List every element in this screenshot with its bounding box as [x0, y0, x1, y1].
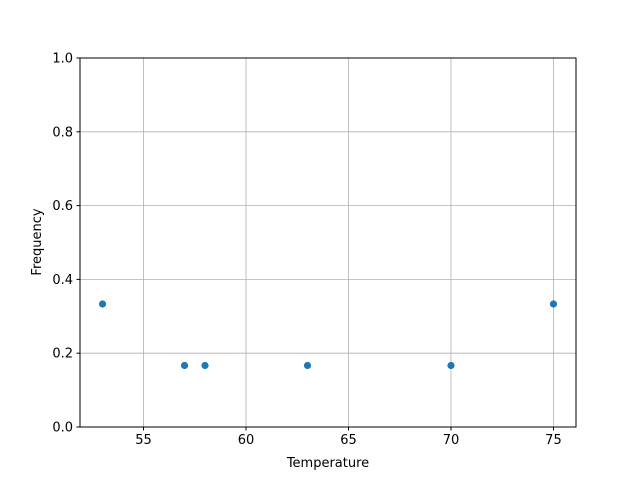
x-tick-label: 65: [340, 433, 357, 448]
y-tick-label: 0.0: [52, 421, 73, 436]
data-point: [180, 361, 189, 370]
x-tick-label: 70: [443, 433, 460, 448]
plot-frame: [79, 57, 577, 428]
y-tick-label: 1.0: [52, 52, 73, 67]
grid-lines: [80, 57, 576, 428]
data-point: [98, 300, 107, 308]
y-axis-label: Frequency: [30, 208, 45, 275]
y-tick-label: 0.6: [52, 199, 73, 214]
data-points: [98, 300, 558, 370]
y-tick-label: 0.2: [52, 347, 73, 362]
data-point: [201, 361, 209, 370]
x-tick-label: 55: [135, 433, 152, 448]
x-tick-label: 75: [545, 433, 562, 448]
y-tick-label: 0.8: [52, 125, 73, 140]
data-point: [447, 361, 455, 370]
y-axis-ticks: 0.0 0.2 0.4 0.6 0.8 1.0: [52, 52, 80, 436]
y-tick-label: 0.4: [52, 273, 73, 288]
x-tick-label: 60: [238, 433, 255, 448]
data-point: [549, 300, 558, 308]
x-axis-label: Temperature: [286, 456, 369, 471]
x-axis-ticks: 55 60 65 70 75: [135, 427, 562, 448]
data-point: [303, 361, 312, 370]
